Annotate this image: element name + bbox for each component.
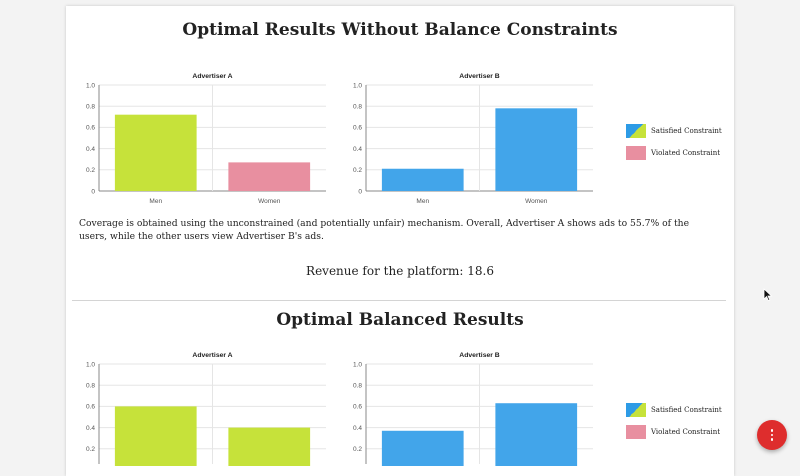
results-card: Optimal Results Without Balance Constrai… [66, 6, 734, 476]
legend-item-violated: Violated Constraint [626, 146, 720, 160]
section-title-unconstrained: Optimal Results Without Balance Constrai… [182, 20, 618, 40]
mouse-pointer-icon [763, 288, 773, 302]
legend-label-satisfied: Satisfied Constraint [651, 127, 722, 135]
legend-label-satisfied: Satisfied Constraint [651, 406, 722, 414]
section-title-balanced: Optimal Balanced Results [276, 310, 524, 330]
violated-swatch [626, 146, 646, 160]
violated-swatch [626, 425, 646, 439]
legend-label-violated: Violated Constraint [651, 149, 721, 157]
section-divider [72, 300, 726, 301]
more-options-button[interactable] [757, 420, 787, 450]
more-vertical-icon [770, 429, 774, 441]
legend-item-satisfied: Satisfied Constraint [626, 124, 722, 138]
revenue-text: Revenue for the platform: 18.6 [306, 264, 494, 278]
legend-item-violated: Violated Constraint [626, 425, 720, 439]
satisfied-swatch [626, 124, 646, 138]
coverage-description: Coverage is obtained using the unconstra… [79, 218, 690, 242]
legend-item-satisfied: Satisfied Constraint [626, 403, 722, 417]
legend-label-violated: Violated Constraint [651, 428, 721, 436]
satisfied-swatch [626, 403, 646, 417]
